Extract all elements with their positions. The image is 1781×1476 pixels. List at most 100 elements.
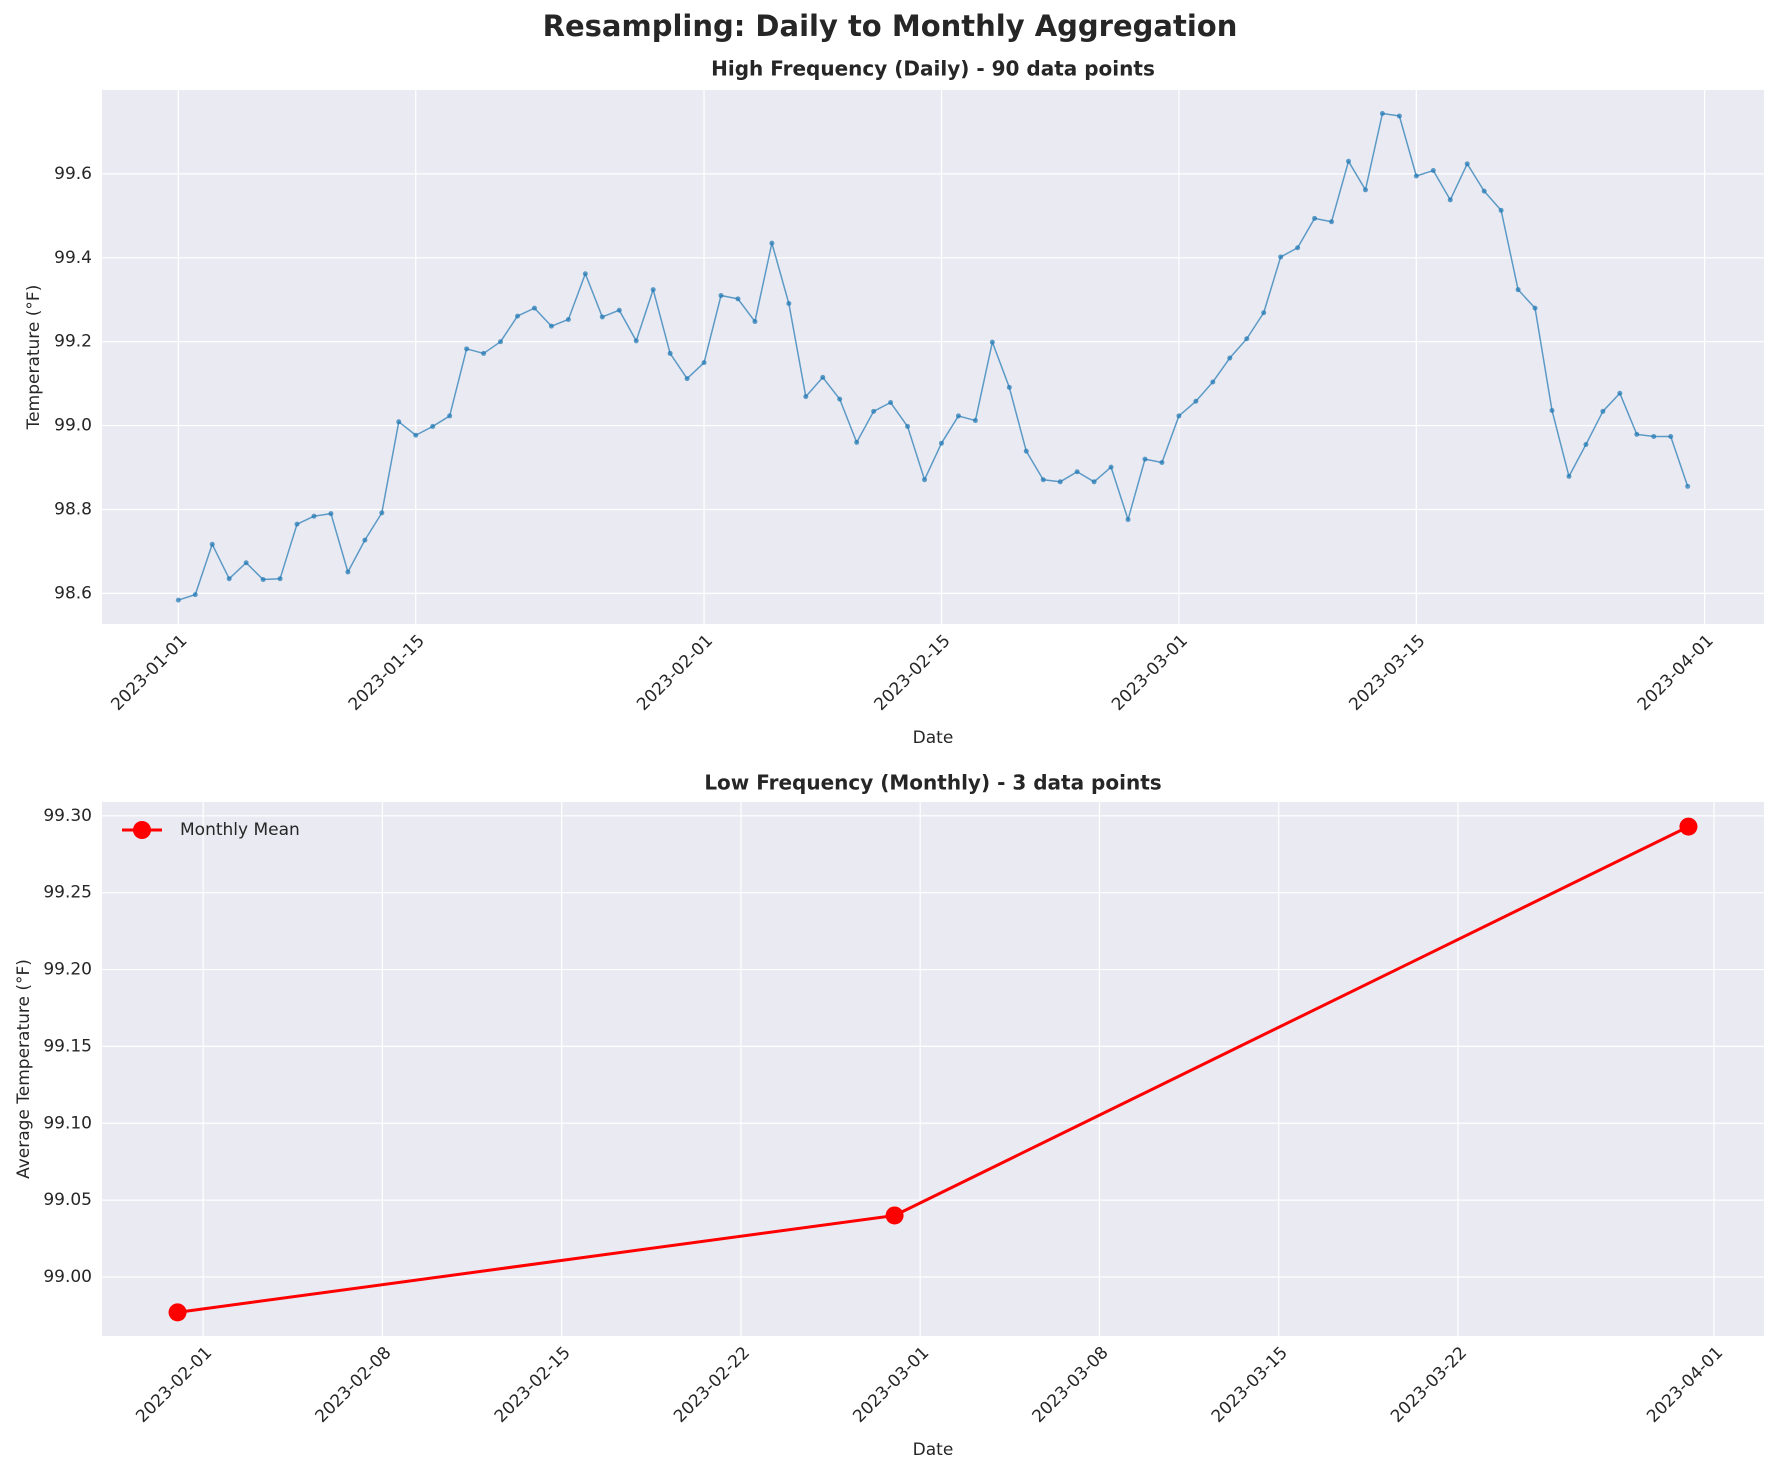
data-point <box>294 521 300 527</box>
data-point <box>972 418 978 424</box>
data-point <box>565 316 571 322</box>
data-point <box>885 1206 904 1225</box>
data-point <box>1583 441 1589 447</box>
data-point <box>192 592 198 598</box>
data-point <box>1515 287 1521 293</box>
data-point <box>1057 479 1063 485</box>
y-tick-label: 99.00 <box>43 1267 92 1287</box>
data-point <box>1668 433 1674 439</box>
x-tick-label: 2023-04-01 <box>1634 631 1718 715</box>
data-point <box>175 597 181 603</box>
data-point <box>413 432 419 438</box>
data-point <box>667 350 673 356</box>
data-point <box>1176 413 1182 419</box>
data-point <box>701 360 707 366</box>
data-point <box>1600 408 1606 414</box>
y-tick-label: 99.0 <box>54 416 92 436</box>
data-point <box>1566 473 1572 479</box>
data-point <box>1464 161 1470 167</box>
data-point <box>718 293 724 299</box>
y-tick-label: 99.05 <box>43 1190 92 1210</box>
data-point <box>786 301 792 307</box>
data-point <box>854 439 860 445</box>
data-point <box>1447 197 1453 203</box>
data-point <box>447 413 453 419</box>
data-point <box>888 400 894 406</box>
y-tick-label: 98.8 <box>54 499 92 519</box>
data-point <box>1346 158 1351 164</box>
data-point <box>168 1303 187 1322</box>
data-point <box>735 296 741 302</box>
data-point <box>379 510 385 516</box>
x-tick-label: 2023-02-15 <box>871 631 955 715</box>
data-point <box>1193 398 1199 404</box>
data-point <box>599 314 605 320</box>
data-point <box>362 537 368 543</box>
data-point <box>1532 305 1538 311</box>
data-point <box>1074 469 1080 475</box>
data-point <box>1617 390 1623 396</box>
x-axis-label: Date <box>913 1440 954 1460</box>
data-point <box>752 319 758 325</box>
y-tick-label: 99.30 <box>43 806 92 826</box>
y-tick-label: 98.6 <box>54 583 92 603</box>
data-point <box>871 408 877 414</box>
data-point <box>633 338 639 344</box>
chart-title: High Frequency (Daily) - 90 data points <box>711 57 1155 81</box>
x-tick-label: 2023-02-01 <box>132 1343 216 1427</box>
data-point <box>481 350 487 356</box>
data-point <box>769 240 775 246</box>
data-point <box>1651 433 1657 439</box>
data-point <box>938 440 944 446</box>
data-point <box>684 376 690 382</box>
data-point <box>464 346 470 352</box>
data-point <box>328 511 334 517</box>
data-point <box>1227 355 1233 361</box>
data-point <box>345 569 351 575</box>
data-point <box>1142 456 1148 462</box>
x-tick-label: 2023-04-01 <box>1643 1343 1727 1427</box>
y-tick-label: 99.25 <box>43 883 92 903</box>
x-tick-label: 2023-03-08 <box>1029 1343 1113 1427</box>
data-point <box>1549 407 1555 413</box>
x-tick-label: 2023-02-22 <box>670 1343 754 1427</box>
x-tick-label: 2023-03-15 <box>1345 631 1429 715</box>
data-point <box>311 513 317 519</box>
y-tick-label: 99.15 <box>43 1036 92 1056</box>
data-point <box>209 541 215 547</box>
data-point <box>616 307 622 313</box>
data-point <box>955 413 961 419</box>
legend-marker <box>133 821 151 839</box>
data-point <box>650 287 656 293</box>
y-tick-label: 99.20 <box>43 960 92 980</box>
data-point <box>1244 336 1250 342</box>
x-tick-label: 2023-02-01 <box>633 631 717 715</box>
data-point <box>1295 245 1301 251</box>
x-tick-label: 2023-01-01 <box>107 631 191 715</box>
data-point <box>922 477 928 483</box>
data-point <box>277 576 283 582</box>
data-point <box>1329 219 1335 225</box>
data-point <box>1278 254 1284 260</box>
x-tick-label: 2023-03-01 <box>1108 631 1192 715</box>
data-point <box>803 394 809 400</box>
data-point <box>1312 215 1318 221</box>
data-point <box>1006 384 1012 390</box>
data-point <box>837 396 843 402</box>
data-point <box>1685 483 1691 489</box>
data-point <box>582 271 588 277</box>
data-point <box>260 577 266 583</box>
legend-label: Monthly Mean <box>180 820 300 840</box>
x-tick-label: 2023-03-01 <box>849 1343 933 1427</box>
data-point <box>1040 477 1046 483</box>
x-tick-label: 2023-03-22 <box>1387 1343 1471 1427</box>
series-line <box>178 112 1689 601</box>
y-axis-label: Temperature (°F) <box>24 285 44 431</box>
data-point <box>989 339 995 345</box>
data-point <box>1498 207 1504 213</box>
data-point <box>820 374 826 380</box>
data-point <box>226 576 232 582</box>
data-point <box>498 339 504 345</box>
x-tick-label: 2023-03-15 <box>1208 1343 1292 1427</box>
